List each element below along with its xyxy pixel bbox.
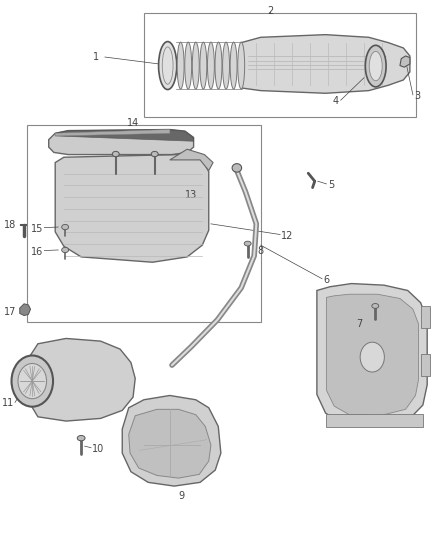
Polygon shape	[170, 149, 213, 171]
Text: 1: 1	[93, 52, 99, 62]
Polygon shape	[326, 294, 419, 416]
Ellipse shape	[192, 42, 199, 89]
Text: 10: 10	[92, 444, 104, 454]
Polygon shape	[55, 155, 209, 262]
Ellipse shape	[369, 51, 382, 80]
Text: 13: 13	[185, 190, 197, 199]
Ellipse shape	[159, 42, 177, 90]
Ellipse shape	[62, 247, 69, 253]
Ellipse shape	[200, 42, 207, 89]
Ellipse shape	[208, 42, 214, 89]
Text: 5: 5	[328, 180, 334, 190]
Ellipse shape	[177, 42, 184, 89]
Polygon shape	[129, 409, 211, 478]
Ellipse shape	[230, 42, 237, 89]
Bar	[325, 414, 423, 427]
Text: 18: 18	[4, 220, 16, 230]
Ellipse shape	[77, 435, 85, 441]
Text: 2: 2	[267, 6, 273, 17]
Text: 9: 9	[179, 491, 185, 502]
Text: 11: 11	[2, 399, 14, 408]
Ellipse shape	[62, 224, 69, 230]
Circle shape	[11, 356, 53, 407]
Ellipse shape	[223, 42, 230, 89]
Text: 17: 17	[4, 307, 16, 317]
Ellipse shape	[372, 304, 379, 308]
Text: 4: 4	[332, 96, 339, 106]
Ellipse shape	[151, 151, 158, 157]
Polygon shape	[55, 130, 194, 141]
Text: 8: 8	[384, 308, 390, 318]
Polygon shape	[55, 130, 170, 136]
Polygon shape	[241, 35, 410, 93]
Text: 12: 12	[282, 231, 294, 240]
Circle shape	[360, 342, 385, 372]
Text: 14: 14	[127, 118, 139, 128]
Ellipse shape	[185, 42, 192, 89]
Ellipse shape	[232, 164, 242, 172]
Text: 6: 6	[323, 275, 329, 285]
Polygon shape	[122, 395, 221, 486]
Ellipse shape	[215, 42, 222, 89]
Bar	[144, 13, 417, 117]
Bar	[27, 125, 261, 322]
Polygon shape	[20, 304, 31, 316]
Text: 16: 16	[31, 247, 43, 256]
Text: 15: 15	[31, 224, 43, 233]
Polygon shape	[49, 130, 194, 155]
Ellipse shape	[244, 241, 251, 246]
Ellipse shape	[365, 45, 386, 87]
Polygon shape	[317, 284, 427, 425]
Text: 7: 7	[356, 319, 362, 328]
Bar	[420, 306, 430, 328]
Text: 3: 3	[414, 91, 420, 101]
Text: 8: 8	[257, 246, 263, 255]
Circle shape	[18, 364, 46, 399]
Ellipse shape	[112, 151, 119, 157]
Polygon shape	[400, 56, 410, 67]
Polygon shape	[29, 338, 135, 421]
Ellipse shape	[238, 42, 245, 89]
Bar	[420, 354, 430, 376]
